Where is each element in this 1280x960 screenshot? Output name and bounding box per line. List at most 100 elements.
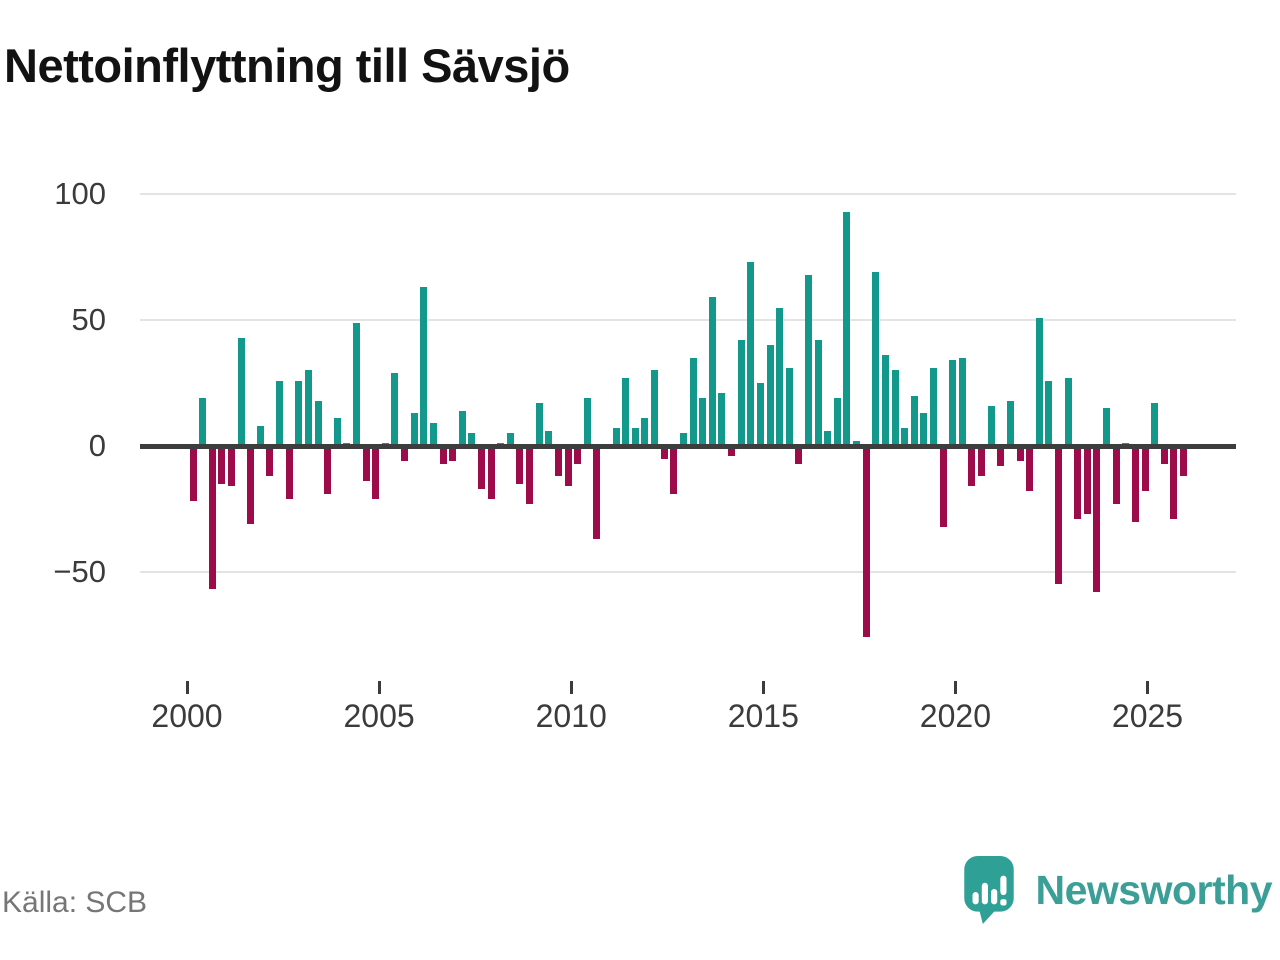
x-axis-tick-label: 2000 — [151, 698, 223, 734]
bar — [766, 345, 774, 446]
bar — [958, 357, 966, 446]
chart-title: Nettoinflyttning till Sävsjö — [4, 39, 570, 92]
bar — [535, 403, 543, 446]
bar — [189, 446, 197, 502]
bar — [554, 446, 562, 477]
bar — [468, 433, 476, 446]
bar — [660, 446, 668, 459]
bar — [227, 446, 235, 487]
bar — [1016, 446, 1024, 462]
bar — [718, 393, 726, 446]
bar — [410, 413, 418, 446]
bar — [564, 446, 572, 487]
bar — [737, 340, 745, 446]
bar — [987, 405, 995, 446]
x-axis-tick-label: 2005 — [343, 698, 415, 734]
bar — [1074, 446, 1082, 519]
bar — [824, 430, 832, 446]
bar — [1103, 408, 1111, 446]
bar — [199, 398, 207, 446]
bar — [545, 430, 553, 446]
bar — [795, 446, 803, 464]
x-axis-line — [140, 443, 1236, 449]
bar — [699, 398, 707, 446]
bar — [997, 446, 1005, 467]
x-axis-tick-label: 2015 — [727, 698, 799, 734]
bar — [208, 446, 216, 590]
bar — [641, 418, 649, 446]
bar — [1170, 446, 1178, 519]
bar — [1160, 446, 1168, 464]
bar — [689, 357, 697, 446]
bar — [1093, 446, 1101, 592]
brand-logo: Newsworthy — [963, 856, 1273, 924]
bar — [679, 433, 687, 446]
bar — [478, 446, 485, 489]
bar — [622, 378, 630, 446]
bar — [631, 428, 639, 446]
bar — [949, 360, 957, 446]
bar — [1131, 446, 1139, 522]
bar — [506, 433, 514, 446]
bar — [1141, 446, 1149, 492]
x-axis-tick — [761, 681, 765, 694]
gridline — [140, 193, 1236, 196]
bar — [853, 440, 861, 446]
source-note: Källa: SCB — [2, 886, 148, 919]
bar — [1083, 446, 1091, 514]
bar — [574, 446, 582, 464]
bar — [256, 425, 264, 446]
bar — [814, 340, 822, 446]
bar — [612, 428, 620, 446]
bar — [968, 446, 976, 487]
bar — [776, 307, 784, 446]
bar — [526, 446, 534, 504]
bar — [333, 418, 341, 446]
bar — [978, 446, 986, 477]
gridline — [140, 570, 1236, 573]
y-axis-tick-label: 50 — [71, 302, 106, 338]
x-axis-tick — [569, 681, 573, 694]
bar — [756, 383, 764, 446]
x-axis-tick — [1146, 681, 1149, 694]
x-axis-tick-label: 2010 — [535, 698, 607, 734]
bar — [391, 373, 399, 446]
bar — [487, 446, 495, 499]
bar — [651, 370, 659, 446]
x-axis-tick — [953, 681, 957, 694]
bar — [276, 380, 284, 446]
bar — [747, 262, 755, 446]
bar — [352, 322, 360, 446]
bar — [324, 446, 332, 494]
x-axis-tick-label: 2025 — [1111, 698, 1184, 734]
bar — [362, 446, 370, 482]
bar — [939, 446, 947, 527]
brand-name: Newsworthy — [1035, 866, 1273, 913]
bar — [785, 367, 793, 446]
bar — [429, 423, 437, 446]
y-axis-tick-label: 100 — [54, 176, 106, 212]
bar — [401, 446, 409, 462]
bar — [583, 398, 591, 446]
bar — [295, 380, 303, 446]
bar — [920, 413, 928, 446]
newsworthy-pin-icon — [963, 856, 1014, 924]
bar — [372, 446, 380, 499]
bar — [1026, 446, 1034, 492]
bar — [1035, 317, 1043, 446]
bar — [304, 370, 312, 446]
bar — [420, 287, 428, 446]
bar — [218, 446, 226, 484]
bar — [1064, 378, 1072, 446]
bar — [285, 446, 293, 499]
bar — [449, 446, 457, 462]
bar — [1151, 403, 1159, 446]
bar — [910, 395, 918, 446]
bar — [891, 370, 899, 446]
bar — [1045, 380, 1053, 446]
x-axis-tick-label: 2020 — [919, 698, 991, 734]
y-axis-tick-label: −50 — [53, 553, 106, 589]
bar — [593, 446, 601, 540]
bar — [708, 297, 716, 446]
bar — [247, 446, 255, 525]
